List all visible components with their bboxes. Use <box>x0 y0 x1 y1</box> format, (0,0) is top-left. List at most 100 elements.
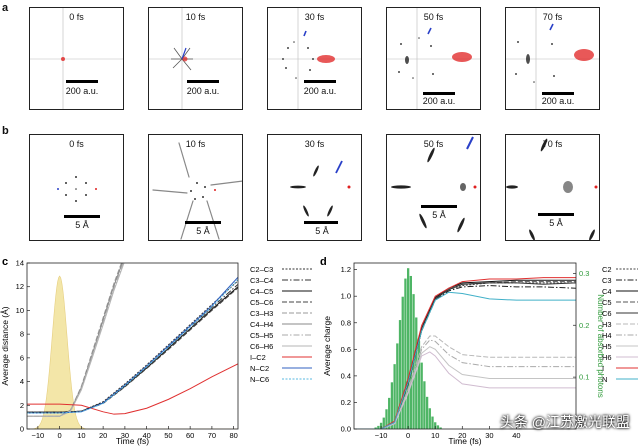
histogram-bar-20 <box>428 408 431 429</box>
molecule-snapshot <box>290 160 351 217</box>
panel-b-frame-30fs: 30 fs 5 Å <box>267 134 362 241</box>
molecule-snapshot <box>57 176 97 202</box>
histogram-bar-17 <box>420 362 423 429</box>
chart-d: d Time (fs) Average charge Number of absorb… <box>320 256 638 446</box>
scale-label: 200 a.u. <box>422 96 456 106</box>
frame-time-label: 10 fs <box>185 139 206 149</box>
scale-bar <box>542 92 574 95</box>
plot-frame <box>26 262 239 430</box>
watermark: 头条 @江苏激光联盟 <box>499 414 630 430</box>
legend-label-10: N–C6 <box>250 375 269 384</box>
y-tick-label: 2 <box>20 401 24 410</box>
legend-label-2: C4–C5 <box>250 287 273 296</box>
x-axis-label: Time (fs) <box>116 436 149 446</box>
panel-label-b: b <box>2 125 9 137</box>
histogram-bar-0 <box>374 427 377 429</box>
panel-b-frame-0fs: 0 fs 5 Å <box>29 134 124 241</box>
x-tick-label: 0 <box>406 431 410 440</box>
pulse-envelope <box>27 275 238 429</box>
legend-label-3: C5 <box>602 298 612 307</box>
simulation-snapshot <box>387 8 480 109</box>
scale-bar <box>185 221 221 224</box>
scale-bar <box>421 205 457 208</box>
histogram-bar-3 <box>382 417 385 429</box>
x-tick-label: 40 <box>512 431 520 440</box>
series-line-9 <box>354 277 576 429</box>
legend-label-1: C3–C4 <box>250 276 273 285</box>
frame-time-label: 10 fs <box>185 12 206 22</box>
legend-label-5: C4–H4 <box>250 320 273 329</box>
panel-a-frame-0fs: 0 fs 200 a.u. <box>29 7 124 110</box>
legend-label-0: C2–C3 <box>250 265 273 274</box>
scale-bar <box>304 80 336 83</box>
y2-tick-label: 0.2 <box>579 321 589 330</box>
x-tick-label: 10 <box>77 431 85 440</box>
y-tick-label: 1.2 <box>341 265 351 274</box>
legend-label-4: C6 <box>602 309 612 318</box>
x-tick-label: 0 <box>58 431 62 440</box>
y-tick-label: 8 <box>20 330 24 339</box>
scale-label: 5 Å <box>75 220 89 230</box>
frame-time-label: 50 fs <box>423 12 444 22</box>
simulation-snapshot <box>268 8 361 109</box>
scale-bar <box>423 92 455 95</box>
legend-label-1: C3 <box>602 276 612 285</box>
scale-label: 200 a.u. <box>303 86 337 96</box>
series-line-5 <box>354 335 576 429</box>
histogram-bar-7 <box>393 364 396 429</box>
histogram-bar-2 <box>379 422 383 429</box>
legend-label-9: N–C2 <box>250 364 269 373</box>
histogram-bar-23 <box>436 425 440 429</box>
frame-time-label: 0 fs <box>69 139 84 149</box>
series-line-6 <box>27 263 124 417</box>
series-line-8 <box>27 363 238 415</box>
x-tick-label: 40 <box>142 431 150 440</box>
x-tick-label: 50 <box>164 431 172 440</box>
y-tick-label: 6 <box>20 353 24 362</box>
scale-bar <box>64 215 100 218</box>
x-tick-label: 80 <box>229 431 237 440</box>
y2-tick-label: 0.1 <box>579 373 589 382</box>
y-tick-label: 4 <box>20 377 24 386</box>
legend-label-8: H6 <box>602 353 612 362</box>
legend-label-8: I–C2 <box>250 353 266 362</box>
legend-label-2: C4 <box>602 287 612 296</box>
frame-time-label: 0 fs <box>69 12 84 22</box>
histogram-bar-5 <box>388 397 391 429</box>
histogram-bar-22 <box>434 422 437 429</box>
histogram-bar-4 <box>385 409 388 429</box>
legend-label-7: C6–H6 <box>250 342 273 351</box>
scale-bar <box>66 80 98 83</box>
panel-a-frame-10fs: 10 fs 200 a.u. <box>148 7 243 110</box>
x-axis-label: Time (fs) <box>448 436 481 446</box>
series-line-5 <box>27 263 123 417</box>
panel-b-frame-50fs: 50 fs 5 Å <box>386 134 481 241</box>
scale-bar <box>187 80 219 83</box>
histogram-bar-9 <box>398 320 402 429</box>
molecule-snapshot <box>506 138 598 240</box>
y-tick-label: 0 <box>20 425 24 434</box>
y-tick-label: 0.6 <box>341 345 351 354</box>
legend-label-10: N <box>602 375 607 384</box>
x-tick-label: −10 <box>32 431 45 440</box>
series-line-4 <box>27 263 122 417</box>
y-tick-label: 14 <box>16 259 24 268</box>
series-line-6 <box>354 339 576 429</box>
x-tick-label: 20 <box>458 431 466 440</box>
x-tick-label: −10 <box>375 431 388 440</box>
histogram-bar-8 <box>396 343 399 429</box>
scale-label: 5 Å <box>549 218 563 228</box>
legend-label-3: C5–C6 <box>250 298 273 307</box>
histogram-bar-16 <box>417 340 421 429</box>
legend-label-4: C3–H3 <box>250 309 273 318</box>
y-tick-label: 0.2 <box>341 398 351 407</box>
y-axis-label: Average distance (Å) <box>0 306 10 385</box>
y-tick-label: 0.8 <box>341 318 351 327</box>
legend-label-6: H4 <box>602 331 612 340</box>
x-tick-label: 10 <box>431 431 439 440</box>
scale-label: 5 Å <box>432 210 446 220</box>
panel-a-frame-30fs: 30 fs 200 a.u. <box>267 7 362 110</box>
y-tick-label: 12 <box>16 282 24 291</box>
histogram-bar-13 <box>409 275 412 429</box>
